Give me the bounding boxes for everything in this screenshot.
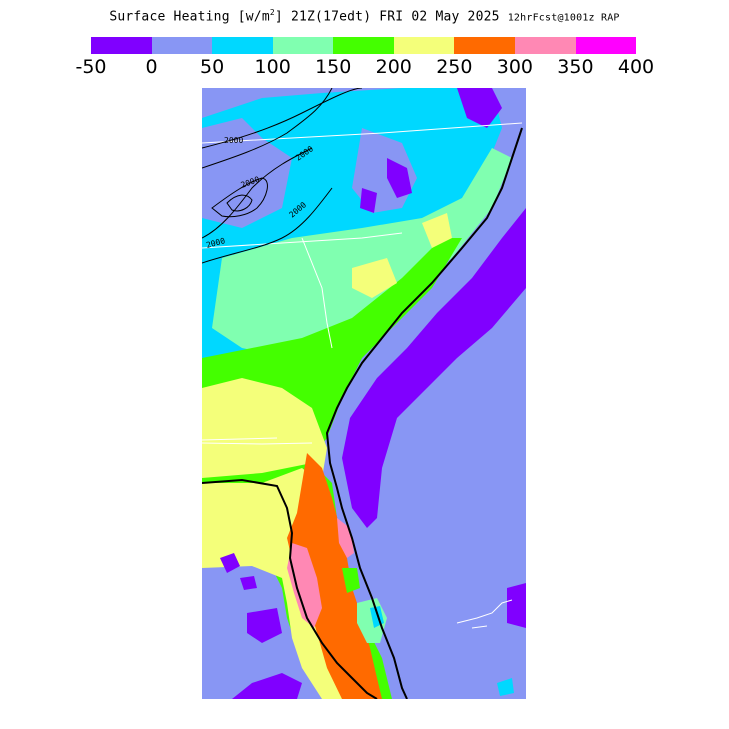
gulf-purple-4 <box>232 673 302 699</box>
color-swatch-1 <box>151 37 213 54</box>
scale-tick-label: 400 <box>617 56 655 78</box>
scale-tick-label: 50 <box>200 56 225 78</box>
color-swatch-5 <box>393 37 455 54</box>
contour-label-1: 2000 <box>224 136 243 145</box>
title-main: Surface Heating [w/m <box>109 9 270 25</box>
bahamas-outline <box>456 599 513 629</box>
gulf-purple-1 <box>247 608 282 643</box>
fl-pink-region-2 <box>337 518 354 558</box>
title-forecast: 12hrFcst@1001z RAP <box>507 12 620 24</box>
color-swatch-7 <box>514 37 576 54</box>
color-scale-bar <box>91 37 637 54</box>
scale-tick-label: 350 <box>557 56 594 78</box>
scale-tick-label: 150 <box>315 56 352 78</box>
gulf-coastline <box>202 478 378 699</box>
state-borders <box>202 122 523 445</box>
atlantic-purple-patch <box>507 583 526 628</box>
color-swatch-6 <box>454 37 515 54</box>
fl-green-patch <box>342 568 360 593</box>
fl-pink-region <box>287 543 322 628</box>
scale-tick-label: -50 <box>75 56 107 78</box>
title-sup: 2 <box>269 8 275 17</box>
map-title: Surface Heating [w/m2] 21Z(17edt) FRI 02… <box>0 8 729 24</box>
nc-yellow-patch <box>422 213 452 248</box>
mountain-low-patch <box>202 118 292 228</box>
color-scale-ticks: -50 0 50 100 150 200 250 300 350 400 <box>0 56 729 82</box>
scale-tick-label: 0 <box>145 56 158 78</box>
scale-tick-label: 250 <box>436 56 473 78</box>
nc-purple-core-1 <box>387 158 412 198</box>
scale-tick-label: 200 <box>375 56 412 78</box>
atlantic-cyan-patch <box>497 678 514 696</box>
title-mid: ] 21Z(17edt) FRI 02 May 2025 <box>274 9 500 25</box>
sc-yellow-patch <box>352 258 397 298</box>
gulf-purple-2 <box>220 553 240 573</box>
va-purple-core <box>457 88 502 128</box>
fl-orange-region <box>287 453 382 699</box>
color-swatch-0 <box>91 37 152 54</box>
color-swatch-4 <box>333 37 394 54</box>
scale-tick-label: 300 <box>496 56 534 78</box>
color-swatch-8 <box>575 37 637 54</box>
gulf-purple-3 <box>240 576 257 590</box>
carolinas-mint-band <box>212 148 512 358</box>
scale-tick-label: 100 <box>254 56 291 78</box>
color-swatch-2 <box>212 37 273 54</box>
heating-map: 2000 2000 2000 2000 2000 <box>202 88 526 699</box>
nc-purple-core-2 <box>360 188 377 213</box>
georgia-yellow-band <box>202 378 327 488</box>
terrain-contours <box>202 88 363 264</box>
color-swatch-3 <box>272 37 334 54</box>
offshore-purple-band <box>342 208 526 528</box>
east-coastline <box>325 127 523 699</box>
